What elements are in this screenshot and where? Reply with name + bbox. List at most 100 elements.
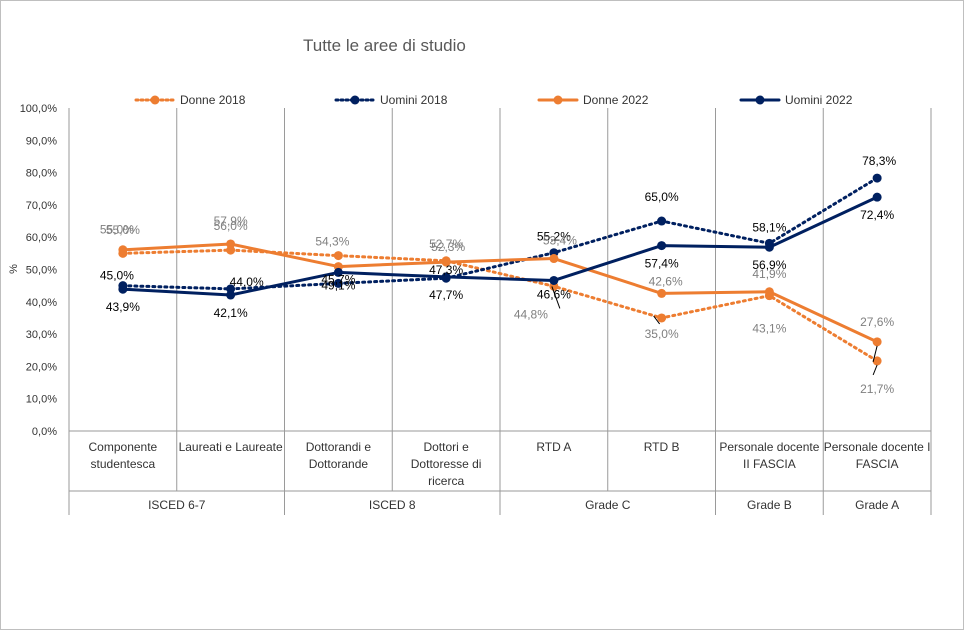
y-tick-label: 30,0% — [26, 329, 57, 341]
data-point — [333, 251, 343, 261]
group-label: ISCED 6-7 — [148, 498, 206, 512]
group-label: Grade C — [585, 498, 631, 512]
data-label: 43,1% — [752, 322, 786, 336]
data-label: 52,7% — [429, 237, 463, 251]
x-tick-label: Dottorandi e — [306, 440, 372, 454]
data-label: 65,0% — [645, 190, 679, 204]
leader-line — [653, 315, 661, 325]
x-tick-label: Dottorande — [309, 457, 369, 471]
data-label: 47,3% — [429, 263, 463, 277]
data-label: 57,9% — [214, 214, 248, 228]
data-label: 45,0% — [100, 269, 134, 283]
chart-title: Tutte le aree di studio — [303, 36, 466, 55]
data-label: 35,0% — [645, 327, 679, 341]
x-tick-label: Dottori e — [423, 440, 469, 454]
data-label: 54,3% — [315, 235, 349, 249]
legend-label: Donne 2022 — [583, 93, 649, 107]
data-label: 57,4% — [645, 257, 679, 271]
data-label: 52,3% — [431, 240, 465, 254]
y-tick-label: 70,0% — [26, 200, 57, 212]
y-tick-label: 80,0% — [26, 168, 57, 180]
y-axis-label: % — [8, 264, 20, 274]
data-label: 58,1% — [752, 220, 786, 234]
group-label: Grade B — [747, 498, 792, 512]
series-line — [121, 248, 879, 363]
x-tick-label: ricerca — [428, 474, 464, 488]
legend-marker — [150, 95, 160, 105]
data-point — [441, 272, 451, 282]
data-label: 27,6% — [860, 315, 894, 329]
leader-line — [872, 364, 878, 376]
legend-marker — [350, 95, 360, 105]
data-label: 21,7% — [860, 382, 894, 396]
data-point — [226, 290, 236, 300]
x-tick-label: RTD A — [536, 440, 571, 454]
y-tick-label: 40,0% — [26, 297, 57, 309]
data-label: 44,0% — [230, 275, 264, 289]
y-tick-label: 20,0% — [26, 361, 57, 373]
data-label: 42,1% — [214, 306, 248, 320]
data-point — [872, 192, 882, 202]
data-point — [764, 287, 774, 297]
y-tick-label: 100,0% — [20, 103, 58, 115]
data-point — [657, 288, 667, 298]
data-point — [549, 275, 559, 285]
legend-label: Uomini 2018 — [380, 93, 448, 107]
x-tick-label: II FASCIA — [743, 457, 796, 471]
data-label: 72,4% — [860, 208, 894, 222]
data-label: 56,0% — [214, 219, 248, 233]
data-label: 53,4% — [543, 234, 577, 248]
y-tick-label: 50,0% — [26, 265, 57, 277]
x-tick-label: studentesca — [91, 457, 156, 471]
y-tick-label: 60,0% — [26, 232, 57, 244]
data-label: 47,7% — [429, 288, 463, 302]
data-point — [872, 337, 882, 347]
data-label: 56,9% — [752, 258, 786, 272]
leader-line — [872, 345, 878, 362]
data-label: 78,3% — [862, 154, 896, 168]
series-line — [121, 195, 879, 297]
data-point — [333, 278, 343, 288]
y-tick-label: 0,0% — [32, 426, 57, 438]
data-label: 55,0% — [100, 222, 134, 236]
data-label: 55,2% — [537, 230, 571, 244]
group-label: Grade A — [855, 498, 899, 512]
x-tick-label: Componente — [89, 440, 158, 454]
group-label: ISCED 8 — [369, 498, 416, 512]
data-label: 44,8% — [514, 307, 548, 321]
data-label: 49,1% — [321, 278, 355, 292]
x-tick-label: Laureati e Laureate — [179, 440, 283, 454]
data-point — [118, 245, 128, 255]
data-point — [333, 267, 343, 277]
y-tick-label: 10,0% — [26, 394, 57, 406]
leader-line — [551, 286, 561, 309]
data-point — [441, 257, 451, 267]
series-line — [121, 176, 879, 291]
data-label: 45,7% — [321, 272, 355, 286]
y-tick-label: 90,0% — [26, 135, 57, 147]
legend-label: Uomini 2022 — [785, 93, 853, 107]
data-label: 55,0% — [106, 223, 140, 237]
legend-marker — [755, 95, 765, 105]
data-point — [549, 254, 559, 264]
data-label: 42,6% — [649, 274, 683, 288]
legend-label: Donne 2018 — [180, 93, 246, 107]
x-tick-label: Dottoresse di — [411, 457, 482, 471]
x-tick-label: FASCIA — [856, 457, 899, 471]
data-point — [118, 284, 128, 294]
x-tick-label: RTD B — [644, 440, 680, 454]
series-line — [121, 242, 879, 344]
data-label: 46,6% — [537, 287, 571, 301]
data-label: 43,9% — [106, 300, 140, 314]
legend-marker — [553, 95, 563, 105]
data-point — [657, 313, 667, 323]
data-point — [872, 356, 882, 366]
data-point — [226, 239, 236, 249]
data-point — [657, 241, 667, 251]
data-point — [764, 242, 774, 252]
data-point — [657, 216, 667, 226]
data-label: 41,9% — [752, 267, 786, 281]
data-point — [872, 173, 882, 183]
